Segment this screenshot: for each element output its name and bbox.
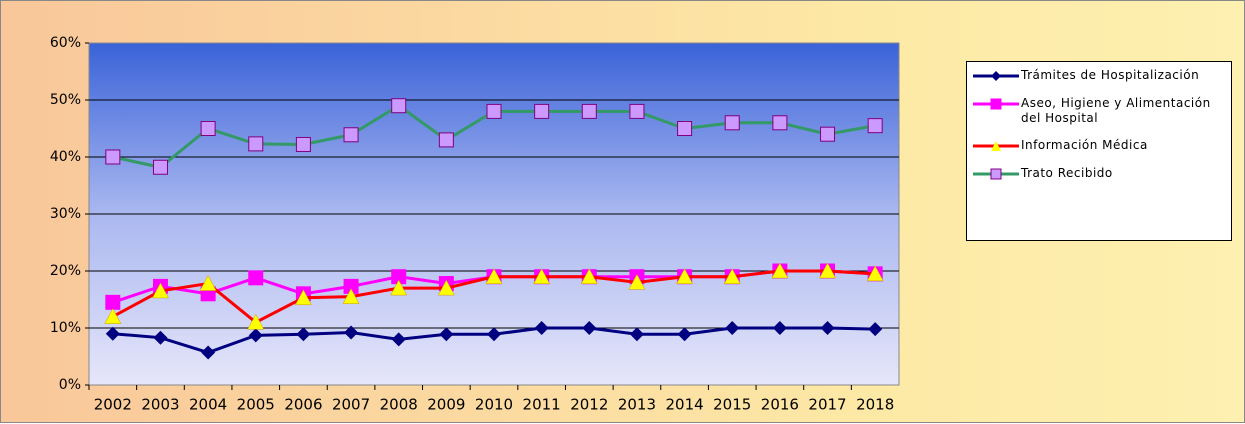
marker xyxy=(391,332,406,347)
marker xyxy=(437,279,455,296)
marker xyxy=(677,121,693,136)
x-tick-label: 2003 xyxy=(141,396,179,414)
x-tick-label: 2014 xyxy=(665,396,703,414)
x-tick-label: 2011 xyxy=(523,396,561,414)
marker xyxy=(771,262,789,279)
chart: 0% 10% 20% 30% 40% 50% 60% 2002 2003 2004 2005 2006… xyxy=(50,35,900,414)
marker xyxy=(343,127,359,143)
legend-marker xyxy=(991,71,1001,81)
legend-item: Trámites de Hospitalización xyxy=(971,68,1227,84)
marker xyxy=(534,103,550,119)
marker xyxy=(487,327,501,342)
marker xyxy=(533,268,551,284)
marker xyxy=(820,321,835,335)
marker xyxy=(580,268,598,284)
legend-label: Información Médica xyxy=(1021,138,1148,152)
y-tick-label: 20% xyxy=(50,263,81,279)
marker xyxy=(342,288,360,304)
x-tick-label: 2013 xyxy=(618,396,656,414)
y-tick-label: 40% xyxy=(50,149,81,165)
marker xyxy=(581,103,597,119)
marker xyxy=(105,294,121,310)
marker xyxy=(534,321,549,335)
marker xyxy=(152,159,168,175)
legend-marker xyxy=(990,98,1002,110)
marker xyxy=(296,327,311,342)
marker xyxy=(105,326,120,341)
x-tick-label: 2018 xyxy=(856,396,894,414)
marker xyxy=(772,115,788,131)
marker xyxy=(248,136,264,152)
legend-marker xyxy=(990,168,1002,180)
marker xyxy=(439,327,454,342)
marker xyxy=(772,321,787,335)
x-tick-label: 2006 xyxy=(284,396,322,414)
legend-label: Trato Recibido xyxy=(1021,166,1113,180)
legend-swatch xyxy=(973,71,1019,81)
marker xyxy=(104,308,122,324)
marker xyxy=(152,282,169,299)
marker xyxy=(295,136,311,152)
marker xyxy=(390,279,408,296)
y-tick-label: 50% xyxy=(50,92,81,108)
x-tick-label: 2002 xyxy=(94,396,132,414)
marker xyxy=(485,268,503,284)
legend-item: Información Médica xyxy=(971,138,1227,154)
legend-label: Aseo, Higiene y Alimentación del Hospita… xyxy=(1021,96,1211,125)
marker xyxy=(486,103,502,119)
marker xyxy=(438,132,454,148)
marker xyxy=(391,98,407,114)
legend-marker xyxy=(991,141,1001,151)
marker xyxy=(201,345,216,360)
marker xyxy=(868,322,883,337)
marker xyxy=(820,126,836,142)
marker xyxy=(344,325,359,340)
x-tick-label: 2009 xyxy=(427,396,465,414)
marker xyxy=(867,118,883,134)
legend-item: Aseo, Higiene y Alimentación del Hospita… xyxy=(971,96,1227,126)
marker xyxy=(248,328,263,343)
legend-item: Trato Recibido xyxy=(971,166,1227,182)
y-tick-label: 30% xyxy=(50,206,81,222)
x-tick-label: 2010 xyxy=(475,396,513,414)
x-tick-label: 2015 xyxy=(713,396,751,414)
y-tick-label: 0% xyxy=(59,377,81,393)
legend-label: Trámites de Hospitalización xyxy=(1021,68,1200,82)
x-tick-label: 2004 xyxy=(189,396,227,414)
marker xyxy=(294,289,312,306)
marker xyxy=(866,265,884,282)
marker xyxy=(629,103,645,119)
x-tick-label: 2008 xyxy=(380,396,418,414)
x-tick-label: 2005 xyxy=(237,396,275,414)
marker xyxy=(723,268,741,284)
marker xyxy=(200,121,216,136)
marker xyxy=(628,273,646,290)
legend-swatch xyxy=(973,141,1019,151)
x-tick-label: 2016 xyxy=(761,396,799,414)
marker xyxy=(247,313,265,330)
marker xyxy=(725,321,740,335)
marker xyxy=(819,262,836,279)
marker xyxy=(582,321,597,335)
x-tick-label: 2017 xyxy=(808,396,846,414)
x-tick-label: 2012 xyxy=(570,396,608,414)
legend-swatch xyxy=(973,168,1019,180)
legend-swatch xyxy=(973,98,1019,110)
marker xyxy=(677,327,692,342)
marker xyxy=(724,115,740,131)
y-tick-label: 60% xyxy=(50,35,81,51)
marker xyxy=(153,330,168,345)
marker xyxy=(199,275,217,291)
marker xyxy=(676,268,694,284)
marker xyxy=(629,327,644,342)
x-tick-label: 2007 xyxy=(332,396,370,414)
y-tick-label: 10% xyxy=(50,320,81,336)
marker xyxy=(105,149,121,165)
legend: Trámites de Hospitalización Aseo, Higiene… xyxy=(966,61,1232,241)
marker xyxy=(248,270,264,286)
